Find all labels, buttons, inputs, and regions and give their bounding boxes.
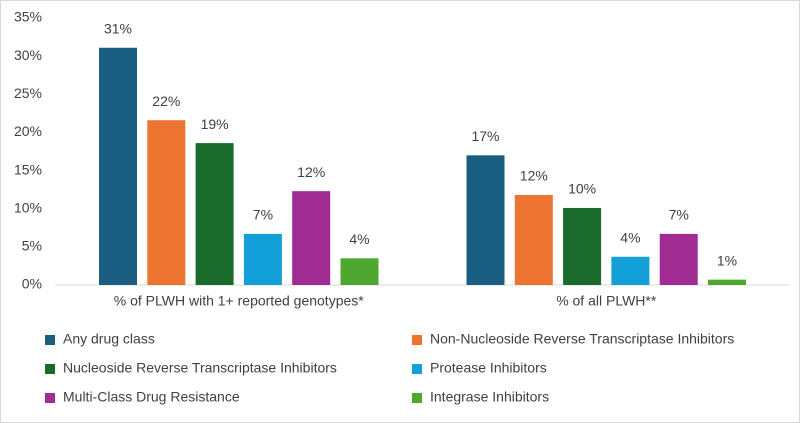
bar <box>99 47 137 285</box>
legend-label: Any drug class <box>63 331 155 347</box>
bar <box>466 155 505 285</box>
bar <box>292 191 331 285</box>
y-tick-label: 5% <box>22 238 42 254</box>
data-label: 1% <box>717 252 737 268</box>
bar <box>195 143 234 285</box>
legend-label: Integrase Inhibitors <box>430 389 549 405</box>
bar <box>147 120 186 285</box>
data-label: 4% <box>349 231 369 247</box>
data-label: 10% <box>568 181 596 197</box>
legend-swatch <box>412 393 422 403</box>
y-tick-label: 25% <box>14 85 42 101</box>
x-tick-label: % of all PLWH** <box>556 293 657 309</box>
y-tick-label: 35% <box>14 9 42 25</box>
legend-label: Non-Nucleoside Reverse Transcriptase Inh… <box>430 331 734 347</box>
legend-swatch <box>412 335 422 345</box>
data-label: 17% <box>471 128 499 144</box>
legend-swatch <box>45 393 55 403</box>
data-label: 12% <box>520 168 548 184</box>
data-label: 12% <box>297 164 325 180</box>
data-label: 4% <box>620 229 640 245</box>
bar <box>514 194 553 285</box>
y-tick-label: 15% <box>14 161 42 177</box>
bar <box>611 256 650 285</box>
bar <box>563 207 602 285</box>
bar <box>243 233 282 285</box>
bar <box>659 233 698 285</box>
data-label: 7% <box>253 207 273 223</box>
data-label: 31% <box>104 20 132 36</box>
x-tick-label: % of PLWH with 1+ reported genotypes* <box>114 293 364 309</box>
bar <box>708 279 746 285</box>
legend-label: Nucleoside Reverse Transcriptase Inhibit… <box>63 360 337 376</box>
y-tick-label: 0% <box>22 276 42 292</box>
legend-swatch <box>45 335 55 345</box>
data-label: 22% <box>152 93 180 109</box>
legend-swatch <box>412 364 422 374</box>
data-label: 7% <box>669 207 689 223</box>
y-tick-label: 10% <box>14 199 42 215</box>
legend-label: Multi-Class Drug Resistance <box>63 389 240 405</box>
y-tick-label: 20% <box>14 123 42 139</box>
data-label: 19% <box>201 116 229 132</box>
bar <box>340 258 379 285</box>
y-tick-label: 30% <box>14 47 42 63</box>
legend-label: Protease Inhibitors <box>430 360 547 376</box>
legend-swatch <box>45 364 55 374</box>
